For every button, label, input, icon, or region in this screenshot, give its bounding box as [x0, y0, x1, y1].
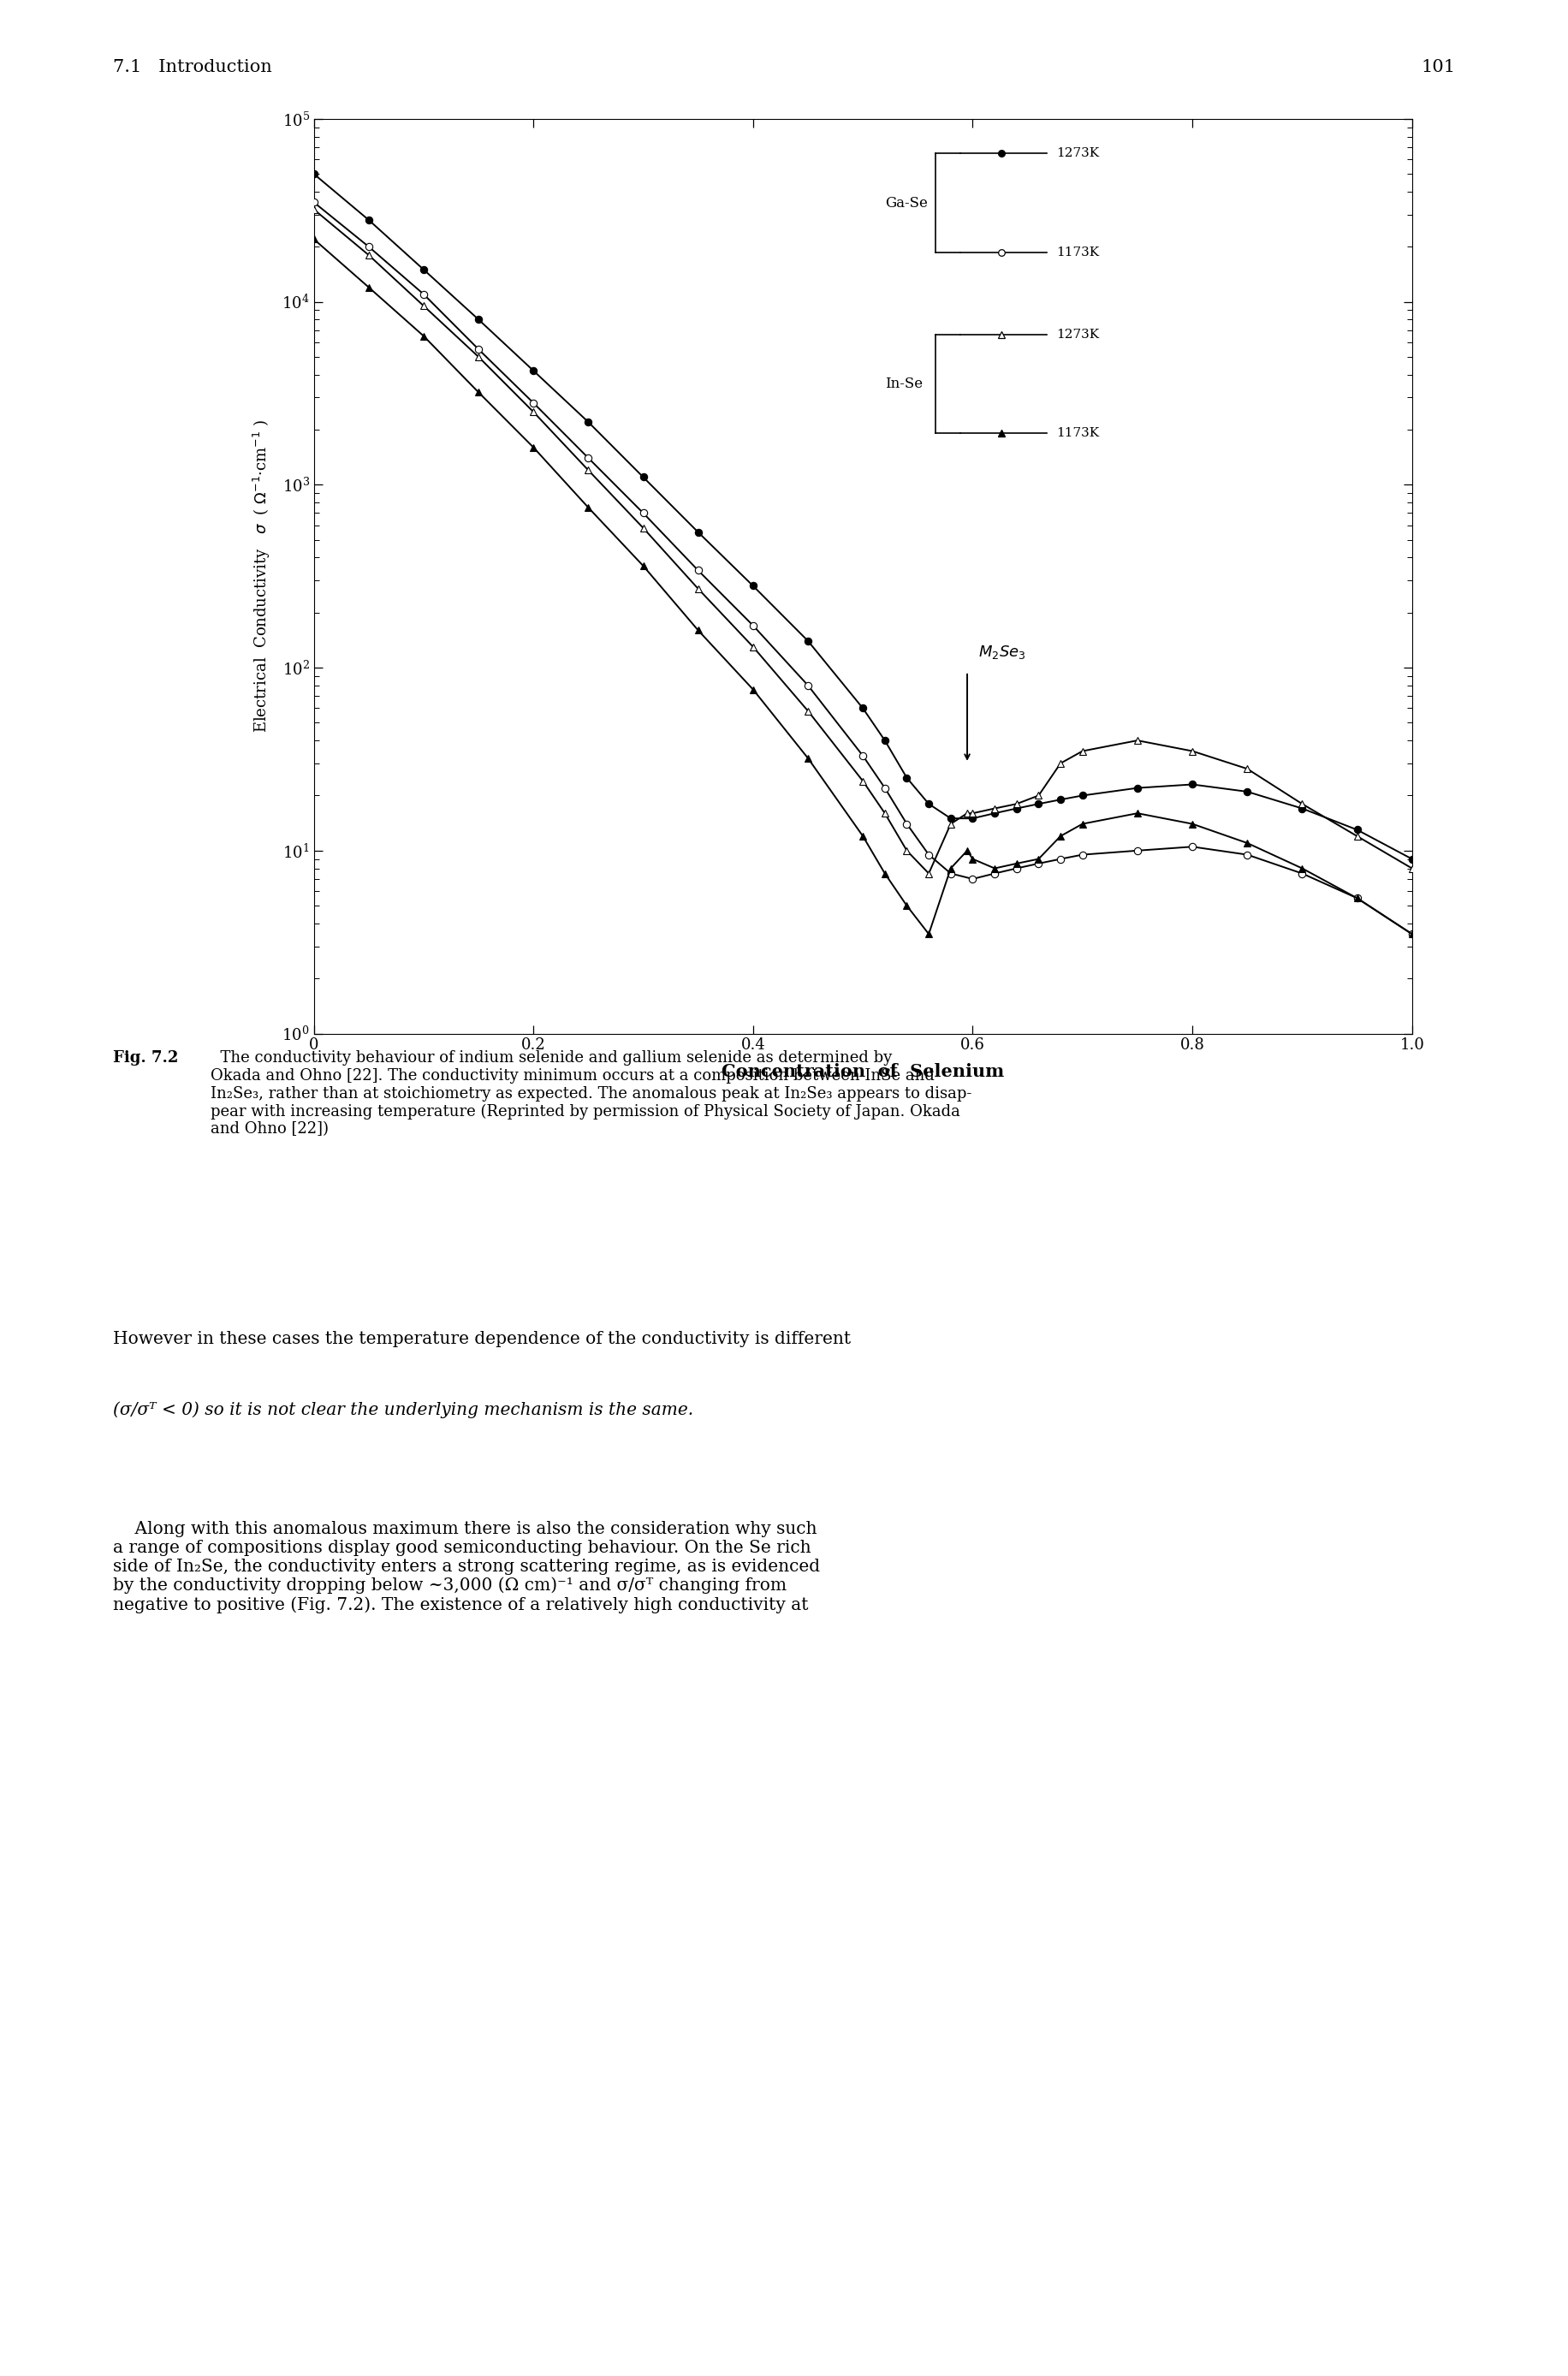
- Text: 7.1   Introduction: 7.1 Introduction: [113, 59, 271, 76]
- Y-axis label: Electrical  Conductivity   $\sigma$  ( $\Omega^{-1}$·cm$^{-1}$ ): Electrical Conductivity $\sigma$ ( $\Ome…: [251, 421, 273, 732]
- Text: The conductivity behaviour of indium selenide and gallium selenide as determined: The conductivity behaviour of indium sel…: [210, 1050, 971, 1138]
- Text: However in these cases the temperature dependence of the conductivity is differe: However in these cases the temperature d…: [113, 1331, 850, 1347]
- Text: (σ/σᵀ < 0) so it is not clear the underlying mechanism is the same.: (σ/σᵀ < 0) so it is not clear the underl…: [113, 1402, 693, 1418]
- Text: 101: 101: [1421, 59, 1455, 76]
- Text: Along with this anomalous maximum there is also the consideration why such
a ran: Along with this anomalous maximum there …: [113, 1521, 820, 1613]
- Text: Fig. 7.2: Fig. 7.2: [113, 1050, 179, 1064]
- X-axis label: Concentration  of  Selenium: Concentration of Selenium: [721, 1062, 1004, 1079]
- Text: $M_2Se_3$: $M_2Se_3$: [977, 644, 1025, 661]
